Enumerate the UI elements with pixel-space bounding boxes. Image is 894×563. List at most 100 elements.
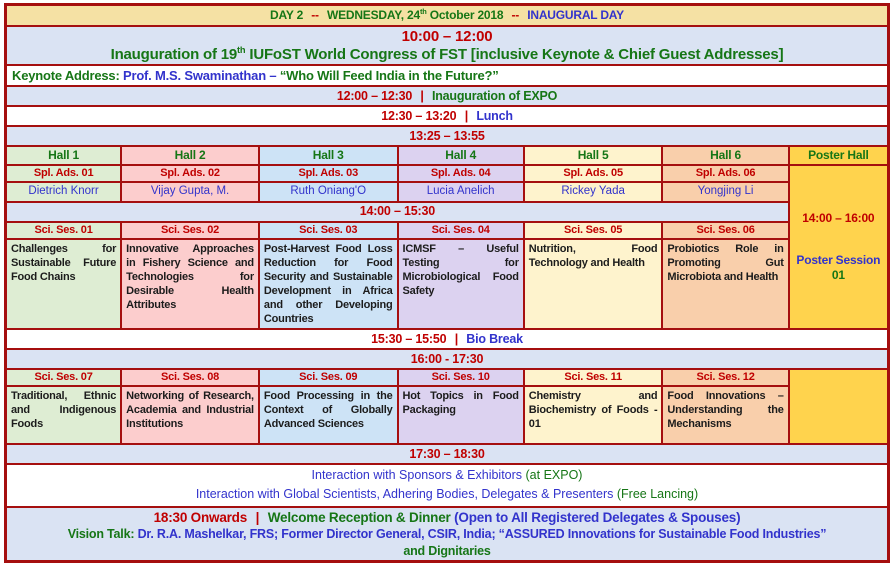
speaker-hall-2: Vijay Gupta, M. bbox=[120, 180, 260, 203]
bio-break-slot: 15:30 – 15:50 | Bio Break bbox=[4, 328, 890, 350]
keynote-speaker: Prof. M.S. Swaminathan bbox=[122, 68, 266, 84]
interactions-cell: Interaction with Sponsors & Exhibitors (… bbox=[4, 463, 890, 508]
bio-break-label: Bio Break bbox=[466, 331, 523, 346]
keynote-quote: “Who Will Feed India in the Future?” bbox=[279, 68, 499, 84]
banner-row: DAY 2 -- WEDNESDAY, 24th October 2018 --… bbox=[4, 3, 890, 27]
poster-time: 14:00 – 16:00 bbox=[802, 210, 875, 225]
spl-ads-06: Spl. Ads. 06 bbox=[661, 163, 790, 183]
slot-1400-time: 14:00 – 15:30 bbox=[359, 204, 435, 219]
hall-6-header: Hall 6 bbox=[661, 145, 790, 166]
slot-1325-row: 13:25 – 13:55 bbox=[4, 125, 890, 148]
sci-ses-header-row-2: Sci. Ses. 07 Sci. Ses. 08 Sci. Ses. 09 S… bbox=[4, 368, 890, 445]
banner-tag: INAUGURAL DAY bbox=[527, 8, 624, 23]
lunch-time: 12:30 – 13:20 bbox=[381, 109, 457, 123]
sci-ses-06-topic: Probiotics Role in Promoting Gut Microbi… bbox=[661, 237, 790, 331]
interaction-line-2: Interaction with Global Scientists, Adhe… bbox=[195, 487, 699, 502]
sci-ses-01-header: Sci. Ses. 01 bbox=[4, 220, 123, 240]
poster-hall-header: Poster Hall bbox=[787, 145, 890, 166]
vision-label: Vision Talk: bbox=[67, 527, 138, 542]
poster-session-label: Poster Session 01 bbox=[796, 252, 881, 282]
dinner-label: Welcome Reception & Dinner bbox=[267, 509, 455, 525]
speaker-hall-6: Yongjing Li bbox=[661, 180, 790, 203]
expo-slot: 12:00 – 12:30 | Inauguration of EXPO bbox=[4, 85, 890, 108]
expo-label: Inauguration of EXPO bbox=[431, 89, 558, 103]
slot-1400-row: 14:00 – 15:30 bbox=[4, 200, 889, 223]
sci-ses-12-topic: Food Innovations – Understanding the Mec… bbox=[661, 385, 790, 445]
banner-day: DAY 2 bbox=[270, 8, 304, 23]
speaker-hall-3: Ruth Oniang'O bbox=[257, 180, 399, 203]
opening-session: 10:00 – 12:00 Inauguration of 19th IUFoS… bbox=[4, 24, 890, 67]
sci-ses-10-header: Sci. Ses. 10 bbox=[396, 368, 525, 387]
speakers-row: Dietrich Knorr Vijay Gupta, M. Ruth Onia… bbox=[4, 180, 889, 203]
dinner-paren: (Open to All Registered Delegates & Spou… bbox=[454, 509, 741, 525]
opening-time: 10:00 – 12:00 bbox=[401, 28, 493, 45]
banner-separator-2: -- bbox=[511, 8, 520, 23]
speaker-hall-4: Lucia Anelich bbox=[396, 180, 525, 203]
speaker-hall-5: Rickey Yada bbox=[522, 180, 664, 203]
slot-1600: 16:00 - 17:30 bbox=[4, 348, 890, 370]
sci-ses-07-header: Sci. Ses. 07 bbox=[4, 368, 123, 387]
sci-ses-07-topic: Traditional, Ethnic and Indigenous Foods bbox=[4, 385, 123, 445]
sci-ses-02-header: Sci. Ses. 02 bbox=[120, 220, 260, 240]
bio-break-time: 15:30 – 15:50 bbox=[371, 331, 447, 346]
hall-1-header: Hall 1 bbox=[4, 145, 123, 166]
expo-pipe: | bbox=[420, 89, 424, 103]
spl-ads-01: Spl. Ads. 01 bbox=[4, 163, 123, 183]
dinner-row: 18:30 Onwards | Welcome Reception & Dinn… bbox=[4, 505, 890, 563]
slot-1600-time: 16:00 - 17:30 bbox=[410, 351, 484, 366]
sci-ses-topics-row-2: Traditional, Ethnic and Indigenous Foods… bbox=[4, 385, 889, 445]
opening-title: Inauguration of 19th IUFoST World Congre… bbox=[110, 44, 784, 63]
interaction-line-1: Interaction with Sponsors & Exhibitors (… bbox=[311, 468, 583, 482]
sci-ses-topics-row-1: Challenges for Sustainable Future Food C… bbox=[4, 237, 889, 331]
bio-break-row: 15:30 – 15:50 | Bio Break bbox=[4, 328, 890, 350]
slot-1600-row: 16:00 - 17:30 bbox=[4, 348, 890, 370]
sci-ses-05-topic: Nutrition, Food Technology and Health bbox=[522, 237, 664, 331]
sci-ses-01-topic: Challenges for Sustainable Future Food C… bbox=[4, 237, 123, 331]
dinner-time: 18:30 Onwards bbox=[153, 509, 248, 525]
day2-schedule-table: DAY 2 -- WEDNESDAY, 24th October 2018 --… bbox=[4, 3, 890, 563]
day-banner: DAY 2 -- WEDNESDAY, 24th October 2018 --… bbox=[4, 3, 890, 27]
spl-ads-05: Spl. Ads. 05 bbox=[522, 163, 664, 183]
banner-separator: -- bbox=[311, 8, 319, 23]
sci-ses-11-topic: Chemistry and Biochemistry of Foods - 01 bbox=[522, 385, 664, 445]
speaker-hall-1: Dietrich Knorr bbox=[4, 180, 123, 203]
lunch-slot: 12:30 – 13:20 | Lunch bbox=[4, 105, 890, 128]
lunch-label: Lunch bbox=[476, 109, 513, 123]
hall-3-header: Hall 3 bbox=[257, 145, 399, 166]
sci-ses-09-topic: Food Processing in the Context of Global… bbox=[257, 385, 399, 445]
dinner-line: 18:30 Onwards | Welcome Reception & Dinn… bbox=[10, 509, 884, 527]
slot-1325: 13:25 – 13:55 bbox=[4, 125, 890, 148]
sci-ses-08-topic: Networking of Research, Academia and Ind… bbox=[120, 385, 260, 445]
lunch-pipe: | bbox=[464, 109, 469, 123]
banner-date: WEDNESDAY, 24th October 2018 bbox=[326, 7, 504, 23]
sci-ses-04-topic: ICMSF – Useful Testing for Microbiologic… bbox=[396, 237, 525, 331]
bio-break-pipe: | bbox=[454, 331, 459, 346]
dinner-cell: 18:30 Onwards | Welcome Reception & Dinn… bbox=[4, 505, 890, 563]
slot-1730: 17:30 – 18:30 bbox=[4, 443, 890, 465]
slot-1730-time: 17:30 – 18:30 bbox=[409, 446, 485, 461]
poster-session-cell: 14:00 – 16:00 Poster Session 01 bbox=[787, 163, 890, 331]
slot-1730-row: 17:30 – 18:30 bbox=[4, 443, 890, 465]
spl-ads-row: Spl. Ads. 01 Spl. Ads. 02 Spl. Ads. 03 S… bbox=[4, 163, 890, 331]
sci-ses-header-row-1: Sci. Ses. 01 Sci. Ses. 02 Sci. Ses. 03 S… bbox=[4, 220, 889, 240]
hall-2-header: Hall 2 bbox=[120, 145, 260, 166]
hall-header-row: Hall 1 Hall 2 Hall 3 Hall 4 Hall 5 Hall … bbox=[4, 145, 890, 166]
interactions-row: Interaction with Sponsors & Exhibitors (… bbox=[4, 463, 890, 508]
sci-ses-12-header: Sci. Ses. 12 bbox=[661, 368, 790, 387]
sci-ses-09-header: Sci. Ses. 09 bbox=[257, 368, 399, 387]
slot-1400: 14:00 – 15:30 bbox=[4, 200, 790, 223]
vision-talk-line: Vision Talk: Dr. R.A. Mashelkar, FRS; Fo… bbox=[10, 526, 884, 542]
hall-5-header: Hall 5 bbox=[522, 145, 664, 166]
sci-ses-03-header: Sci. Ses. 03 bbox=[257, 220, 399, 240]
hall-4-header: Hall 4 bbox=[396, 145, 525, 166]
expo-row: 12:00 – 12:30 | Inauguration of EXPO bbox=[4, 85, 890, 108]
keynote-address: Keynote Address: Prof. M.S. Swaminathan … bbox=[4, 64, 890, 88]
lunch-row: 12:30 – 13:20 | Lunch bbox=[4, 105, 890, 128]
spl-ads-04: Spl. Ads. 04 bbox=[396, 163, 525, 183]
sci-ses-02-topic: Innovative Approaches in Fishery Science… bbox=[120, 237, 260, 331]
poster-hall-empty-cell bbox=[787, 368, 890, 445]
keynote-label: Keynote Address: bbox=[12, 68, 123, 84]
slot-1325-time: 13:25 – 13:55 bbox=[409, 129, 485, 143]
spl-ads-03: Spl. Ads. 03 bbox=[257, 163, 399, 183]
keynote-dash: – bbox=[269, 68, 280, 84]
